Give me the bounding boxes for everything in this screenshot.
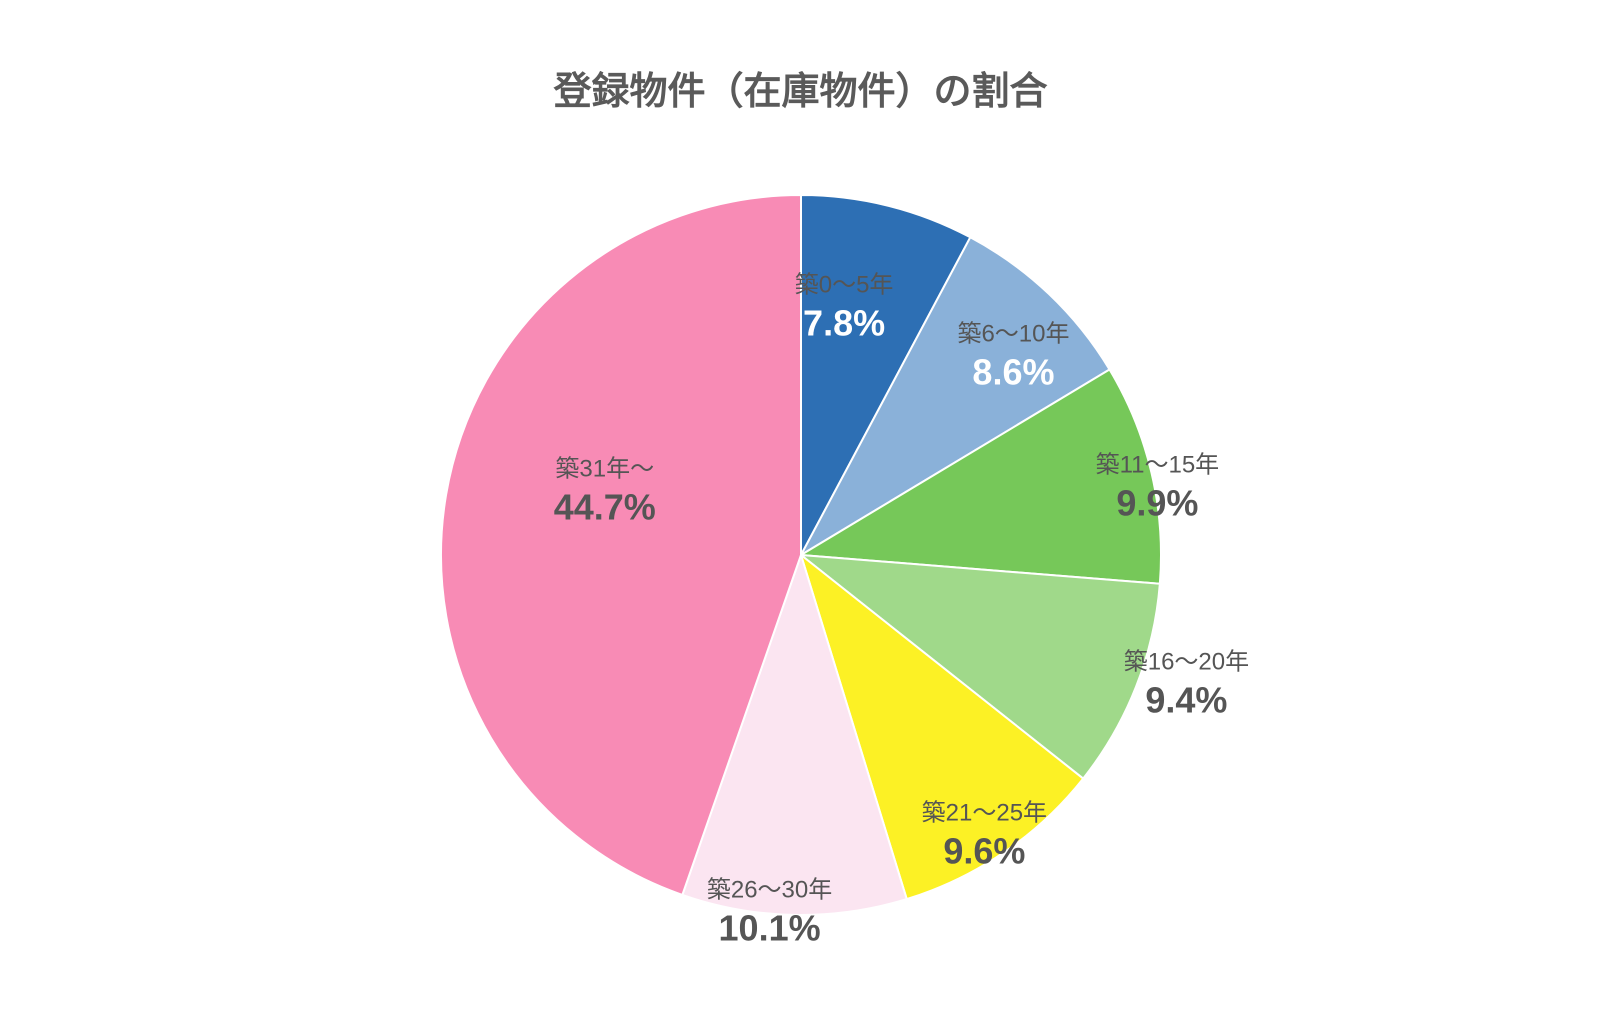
slice-label: 築6〜10年8.6% [957,320,1069,395]
slice-value: 44.7% [554,484,656,529]
slice-label: 築0〜5年7.8% [795,271,894,346]
slice-category: 築11〜15年 [1096,450,1220,480]
slice-value: 9.6% [922,828,1047,873]
slice-category: 築31年〜 [554,454,656,484]
slice-category: 築21〜25年 [922,798,1047,828]
slice-category: 築6〜10年 [957,320,1069,350]
slice-label: 築11〜15年9.9% [1096,450,1220,525]
slice-category: 築0〜5年 [795,271,894,301]
chart-container: 登録物件（在庫物件）の割合 築0〜5年7.8%築6〜10年8.6%築11〜15年… [0,0,1601,970]
slice-value: 9.9% [1096,480,1220,525]
slice-label: 築31年〜44.7% [554,454,656,529]
slice-value: 9.4% [1124,677,1249,722]
slice-label: 築21〜25年9.6% [922,798,1047,873]
slice-value: 10.1% [707,905,832,950]
slice-label: 築26〜30年10.1% [707,875,832,950]
slice-category: 築16〜20年 [1124,647,1249,677]
slice-value: 7.8% [795,301,894,346]
slice-label: 築16〜20年9.4% [1124,647,1249,722]
slice-category: 築26〜30年 [707,875,832,905]
slice-value: 8.6% [957,350,1069,395]
